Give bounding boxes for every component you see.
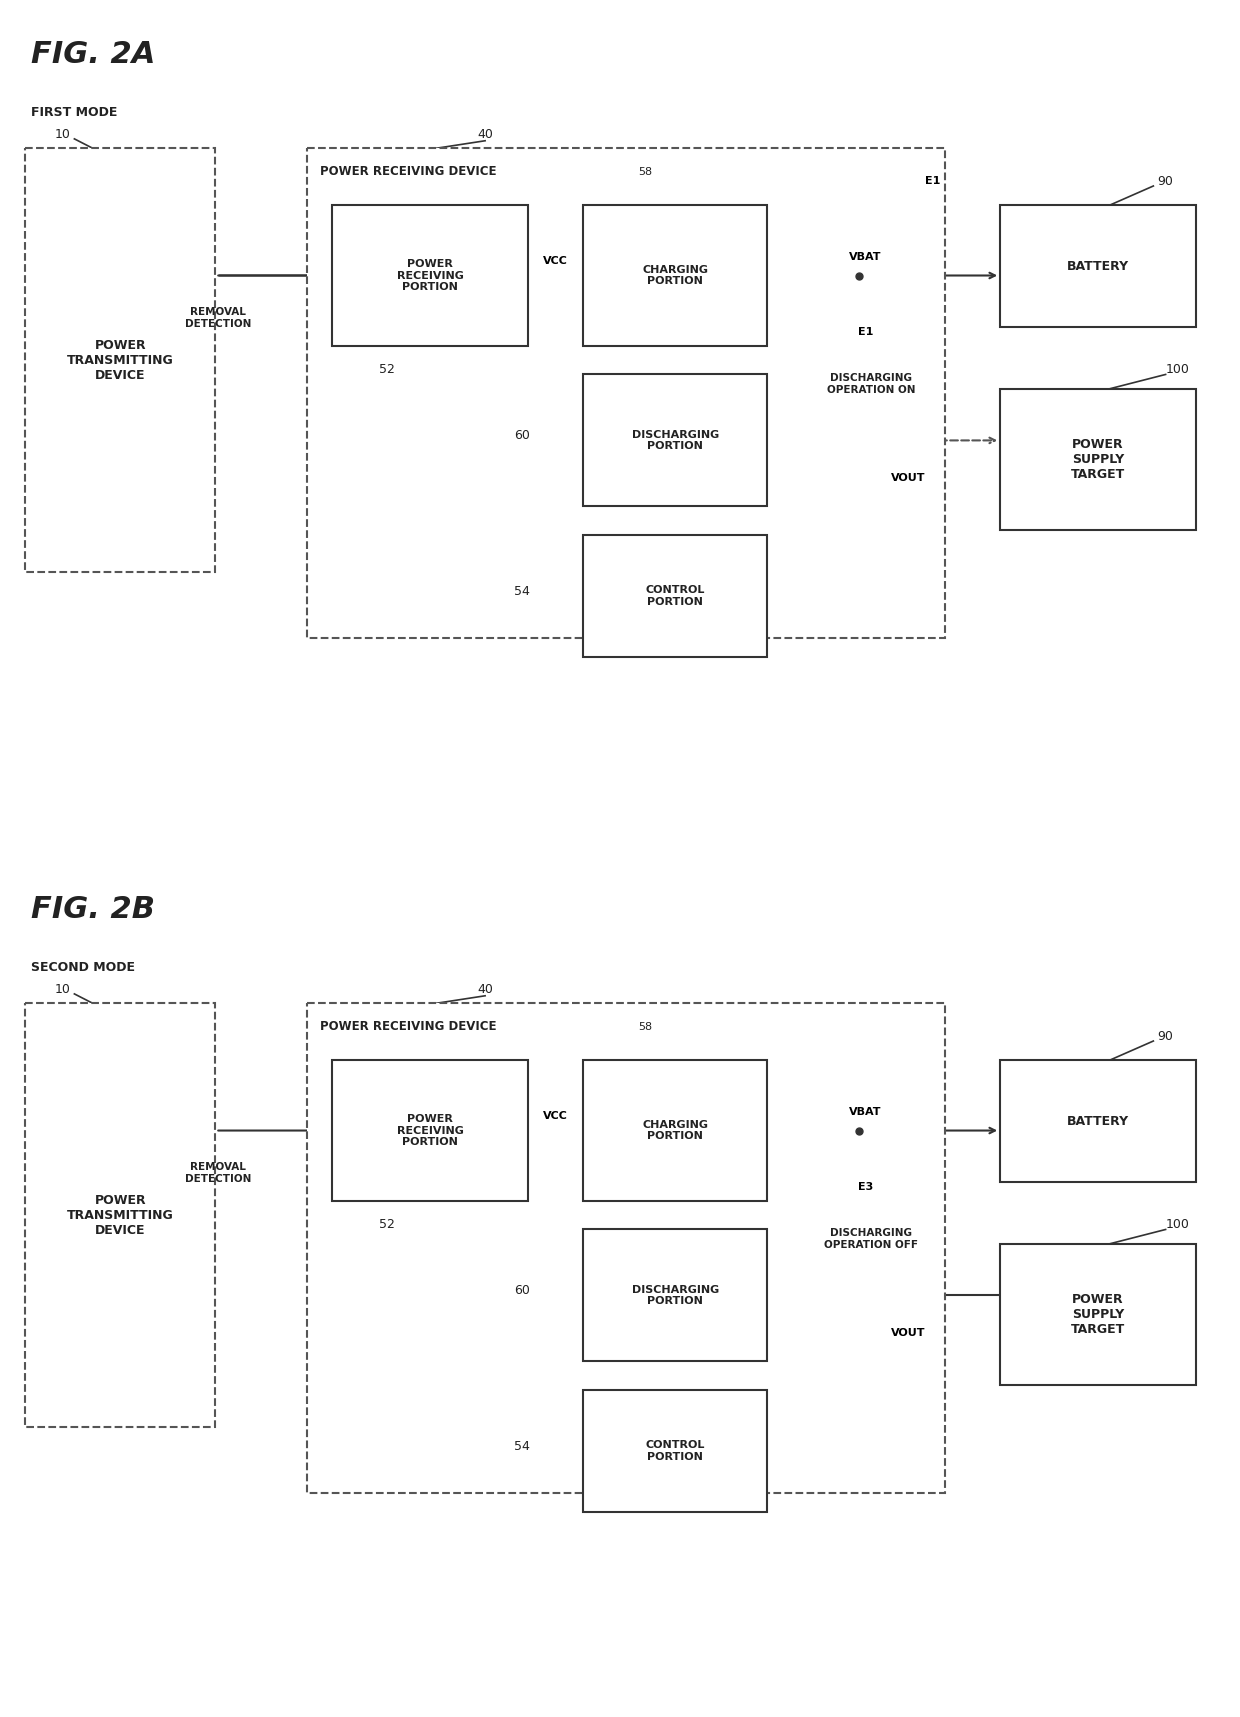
Text: VCC: VCC [543,1111,568,1121]
FancyBboxPatch shape [583,374,768,507]
Text: E3: E3 [858,1181,873,1192]
Text: CHARGING
PORTION: CHARGING PORTION [642,264,708,287]
Text: 40: 40 [477,127,494,141]
Text: REMOVAL
DETECTION: REMOVAL DETECTION [185,1162,250,1183]
FancyBboxPatch shape [1001,388,1197,531]
Text: SECOND MODE: SECOND MODE [31,962,135,974]
Text: 40: 40 [477,982,494,996]
Text: REMOVAL
DETECTION: REMOVAL DETECTION [185,307,250,328]
FancyBboxPatch shape [1001,1059,1197,1183]
Text: BATTERY: BATTERY [1068,1114,1130,1128]
Text: 100: 100 [1166,364,1190,376]
Text: DISCHARGING
OPERATION ON: DISCHARGING OPERATION ON [827,373,915,395]
FancyBboxPatch shape [308,1003,945,1494]
Text: CONTROL
PORTION: CONTROL PORTION [646,1441,704,1461]
Text: POWER RECEIVING DEVICE: POWER RECEIVING DEVICE [320,165,496,179]
Text: VOUT: VOUT [890,1329,925,1338]
FancyBboxPatch shape [583,1389,768,1513]
Text: BATTERY: BATTERY [1068,259,1130,273]
Text: CONTROL
PORTION: CONTROL PORTION [646,585,704,606]
Text: VOUT: VOUT [890,474,925,482]
Text: POWER
RECEIVING
PORTION: POWER RECEIVING PORTION [397,1114,464,1147]
Text: 52: 52 [379,364,396,376]
Text: DISCHARGING
PORTION: DISCHARGING PORTION [631,1284,719,1307]
FancyBboxPatch shape [583,534,768,658]
FancyBboxPatch shape [1001,204,1197,328]
FancyBboxPatch shape [25,1003,216,1427]
Text: 60: 60 [513,429,529,443]
Text: DISCHARGING
OPERATION OFF: DISCHARGING OPERATION OFF [825,1228,919,1250]
FancyBboxPatch shape [583,1229,768,1362]
FancyBboxPatch shape [308,148,945,639]
Text: E1: E1 [925,177,940,185]
Text: 60: 60 [513,1284,529,1298]
Text: FIG. 2A: FIG. 2A [31,39,156,69]
Text: POWER
TRANSMITTING
DEVICE: POWER TRANSMITTING DEVICE [67,1193,174,1236]
FancyBboxPatch shape [583,204,768,347]
Text: POWER
TRANSMITTING
DEVICE: POWER TRANSMITTING DEVICE [67,338,174,381]
Text: POWER
SUPPLY
TARGET: POWER SUPPLY TARGET [1071,1293,1126,1336]
Text: POWER
SUPPLY
TARGET: POWER SUPPLY TARGET [1071,438,1126,481]
FancyBboxPatch shape [583,1059,768,1202]
Text: 54: 54 [513,585,529,598]
Text: VBAT: VBAT [849,252,882,261]
Text: E1: E1 [858,326,873,337]
Text: CHARGING
PORTION: CHARGING PORTION [642,1119,708,1142]
Text: 90: 90 [1158,175,1173,187]
Text: 52: 52 [379,1219,396,1231]
Text: 100: 100 [1166,1219,1190,1231]
Text: FIG. 2B: FIG. 2B [31,895,155,924]
Text: 58: 58 [639,167,652,177]
Text: POWER RECEIVING DEVICE: POWER RECEIVING DEVICE [320,1020,496,1034]
Text: 90: 90 [1158,1030,1173,1042]
Text: 10: 10 [55,127,69,141]
Text: VBAT: VBAT [849,1107,882,1116]
FancyBboxPatch shape [25,148,216,572]
Text: POWER
RECEIVING
PORTION: POWER RECEIVING PORTION [397,259,464,292]
Text: VCC: VCC [543,256,568,266]
Text: DISCHARGING
PORTION: DISCHARGING PORTION [631,429,719,452]
Text: 10: 10 [55,982,69,996]
Text: 58: 58 [639,1022,652,1032]
Text: 54: 54 [513,1441,529,1453]
FancyBboxPatch shape [1001,1243,1197,1386]
Text: FIRST MODE: FIRST MODE [31,106,118,118]
FancyBboxPatch shape [332,1059,528,1202]
FancyBboxPatch shape [332,204,528,347]
